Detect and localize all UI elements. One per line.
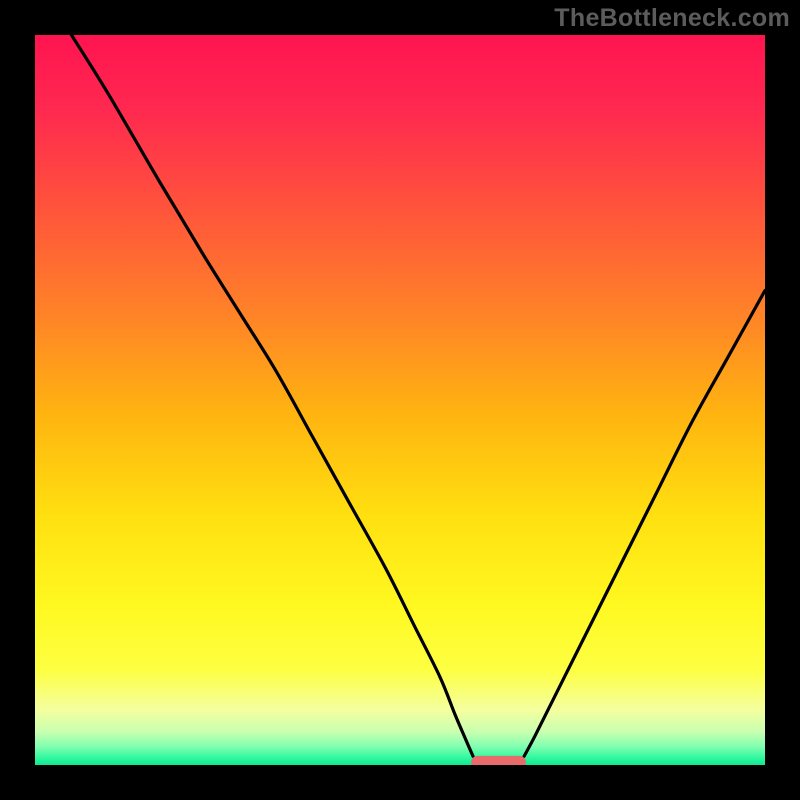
chart-container: TheBottleneck.com (0, 0, 800, 800)
watermark-text: TheBottleneck.com (554, 4, 790, 33)
optimal-marker (471, 756, 526, 768)
bottleneck-chart (0, 0, 800, 800)
